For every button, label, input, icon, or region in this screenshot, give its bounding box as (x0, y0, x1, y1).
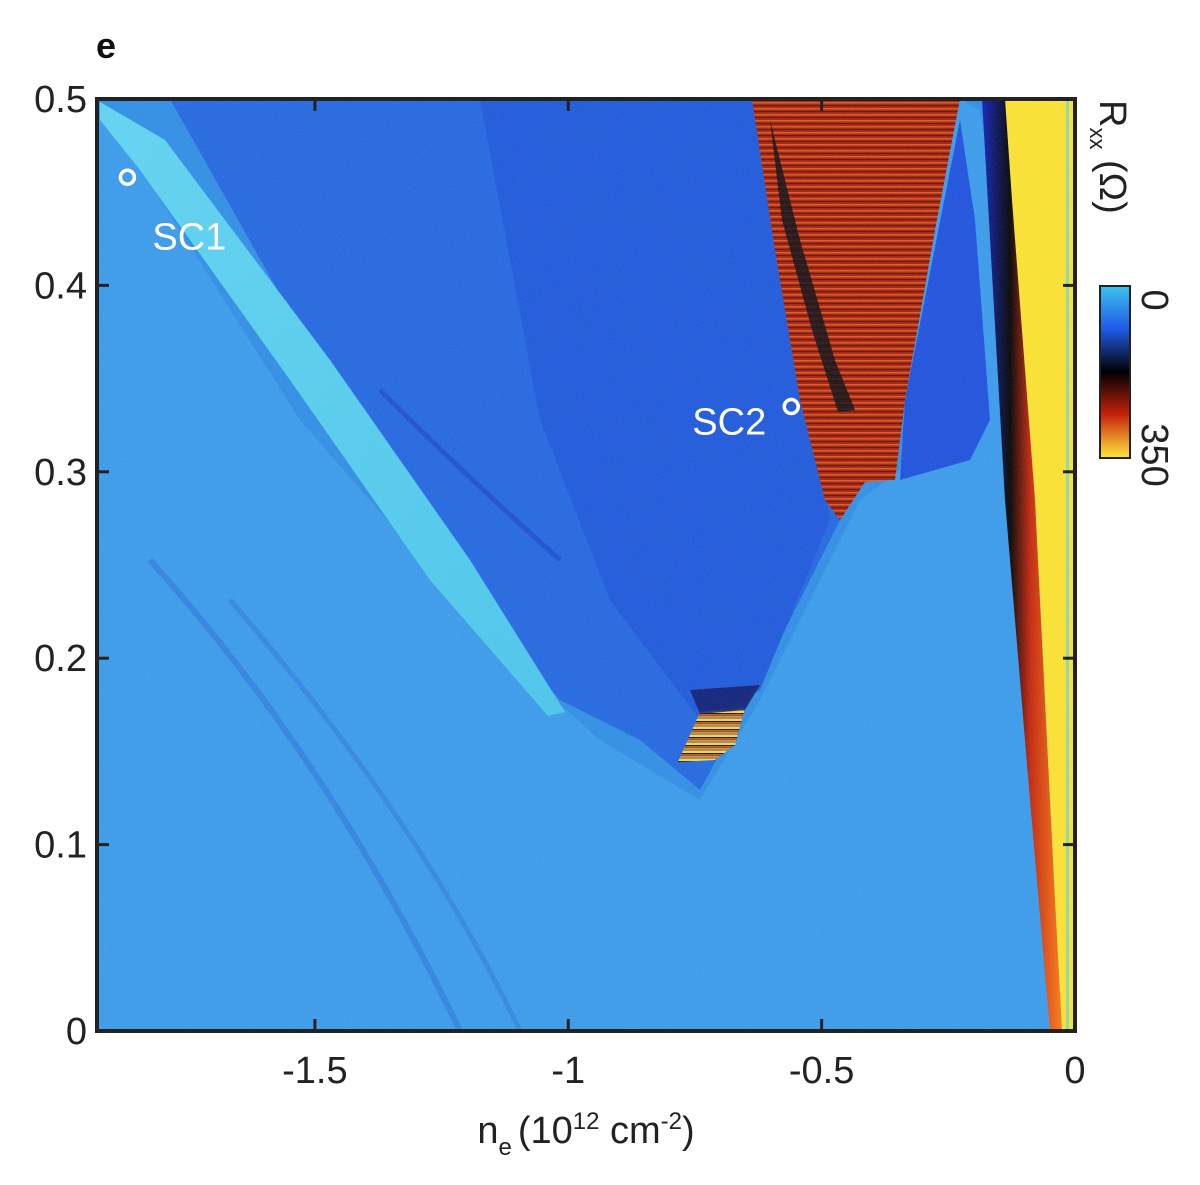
x-tick-label: -1 (551, 1050, 585, 1092)
y-tick-label: 0.3 (34, 452, 87, 494)
y-tick-label: 0 (66, 1011, 87, 1053)
colorbar-gradient (1099, 285, 1131, 459)
sc1-marker (118, 168, 137, 187)
y-tick-label: 0.5 (34, 79, 87, 121)
y-axis: 0 0.1 0.2 0.3 0.4 0.5 (34, 79, 1075, 1053)
colorbar: 0 350 Rxx (Ω) (1085, 100, 1175, 487)
x-tick-label: 0 (1064, 1050, 1085, 1092)
annotations: SC1 SC2 (118, 168, 800, 444)
x-label-unit: cm (599, 1110, 660, 1152)
colorbar-title: Rxx (Ω) (1085, 100, 1133, 214)
x-tick-label: -0.5 (789, 1050, 854, 1092)
y-tick-label: 0.2 (34, 638, 87, 680)
x-label-paren-open: (10 (518, 1110, 573, 1152)
x-label-exp2: -2 (661, 1108, 682, 1135)
y-tick-label: 0.1 (34, 825, 87, 867)
sc1-label: SC1 (152, 216, 226, 258)
sc2-label: SC2 (692, 402, 766, 444)
x-axis: -1.5 -1 -0.5 0 (282, 99, 1086, 1092)
colorbar-max-label: 350 (1133, 423, 1175, 486)
colorbar-title-sub: xx (1085, 127, 1110, 149)
x-tick-label: -1.5 (282, 1050, 347, 1092)
x-label-paren-close: ) (682, 1110, 695, 1152)
x-axis-label: ne (1012 cm-2) (477, 1108, 694, 1161)
x-label-main: n (477, 1110, 498, 1152)
x-label-sub: e (498, 1134, 511, 1161)
x-label-exp1: 12 (573, 1108, 600, 1135)
y-tick-label: 0.4 (34, 265, 87, 307)
colorbar-title-main: R (1091, 100, 1133, 127)
colorbar-min-label: 0 (1133, 289, 1175, 310)
colorbar-title-unit: (Ω) (1091, 149, 1133, 213)
plot-frame (95, 97, 1077, 1033)
sc2-marker (782, 397, 800, 416)
heatmap-noise (97, 99, 1075, 1031)
heatmap (97, 99, 1075, 1031)
panel-label: e (96, 25, 116, 66)
